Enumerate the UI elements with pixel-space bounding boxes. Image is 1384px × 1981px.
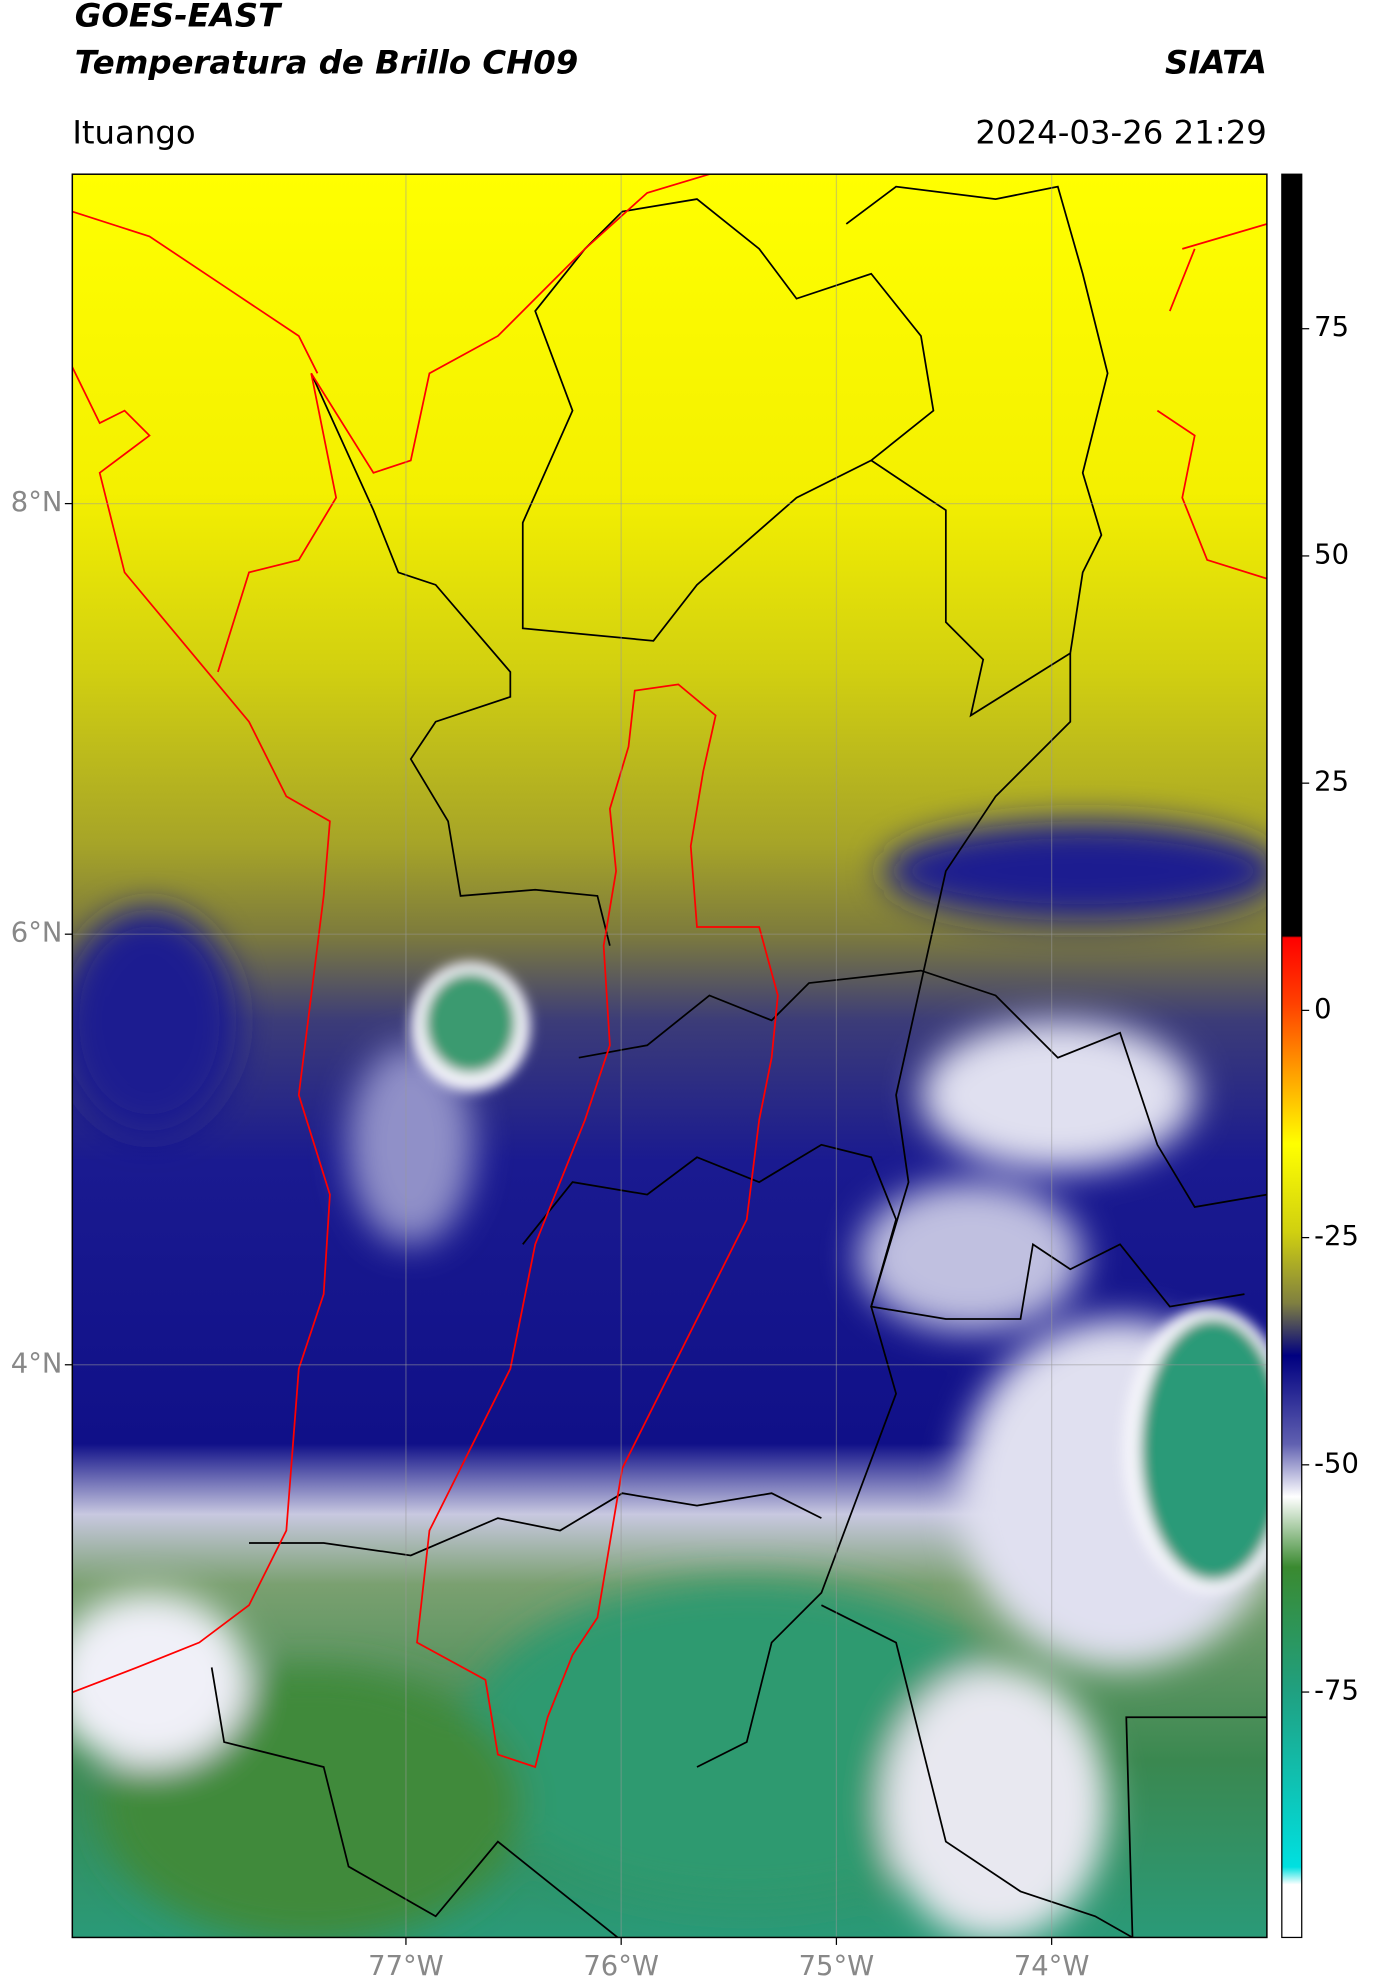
brand: SIATA	[1165, 44, 1267, 82]
colorbar-tick-label: 75	[1314, 312, 1349, 343]
subtitle: Temperatura de Brillo CH09	[75, 44, 578, 82]
y-tick-label: 6°N	[11, 918, 63, 949]
colorbar-tick-label: -75	[1314, 1676, 1359, 1707]
map-frame	[71, 173, 1268, 1939]
y-tick-label: 4°N	[11, 1348, 63, 1379]
location: Ituango	[72, 113, 195, 151]
datetime: 2024-03-26 21:29	[975, 113, 1266, 151]
x-tick-label: 77°W	[368, 1951, 444, 1981]
map-image	[72, 174, 1267, 1938]
colorbar-tick-label: 0	[1314, 994, 1331, 1025]
axes: 77°W 76°W 75°W 74°W 8°N 6°N 4°N	[11, 174, 1267, 1981]
colorbar-tick-label: -25	[1314, 1221, 1359, 1252]
x-tick-label: 75°W	[799, 1951, 875, 1981]
colorbar-tick-label: -50	[1314, 1448, 1359, 1479]
title: GOES-EAST	[75, 0, 283, 34]
y-tick-label: 8°N	[11, 487, 63, 518]
x-tick-label: 74°W	[1014, 1951, 1090, 1981]
colorbar	[1281, 173, 1303, 1939]
x-tick-label: 76°W	[583, 1951, 659, 1981]
colorbar-tick-label: 50	[1314, 539, 1349, 570]
colorbar-tick-label: 25	[1314, 767, 1349, 798]
